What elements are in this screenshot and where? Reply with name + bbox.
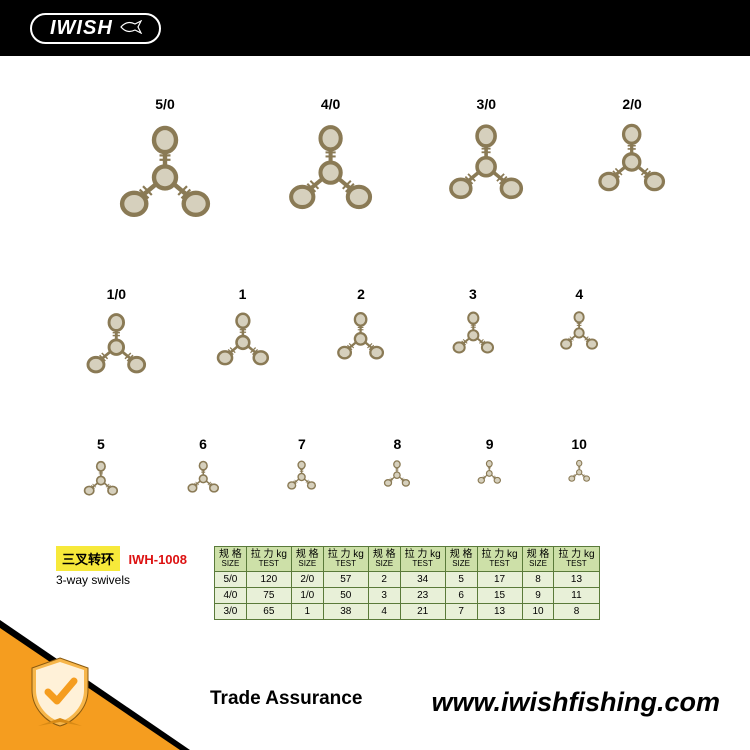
- swivel-size-label: 3/0: [441, 96, 531, 112]
- swivel-size-label: 4/0: [280, 96, 381, 112]
- cell-size: 3: [368, 587, 400, 603]
- spec-block: 三叉转环 IWH-1008 3-way swivels 规 格SIZE拉 力 k…: [56, 546, 600, 620]
- brand-name: IWISH: [50, 17, 113, 40]
- table-row: 4/0751/050323615911: [215, 587, 600, 603]
- swivel-size-label: 5/0: [110, 96, 220, 112]
- swivel-row: 5 6: [80, 436, 592, 500]
- swivel-size-label: 1/0: [80, 286, 153, 302]
- fish-icon: [119, 20, 143, 37]
- cell-test: 23: [400, 587, 445, 603]
- swivel-item: 2/0: [591, 96, 672, 199]
- cell-size: 1/0: [291, 587, 323, 603]
- spec-table: 规 格SIZE拉 力 kgTEST规 格SIZE拉 力 kgTEST规 格SIZ…: [214, 546, 600, 620]
- cell-test: 8: [554, 603, 599, 619]
- cell-size: 4/0: [215, 587, 247, 603]
- cell-test: 11: [554, 587, 599, 603]
- col-size: 规 格SIZE: [522, 547, 554, 572]
- product-name-en: 3-way swivels: [56, 573, 204, 587]
- col-size: 规 格SIZE: [368, 547, 400, 572]
- col-test: 拉 力 kgTEST: [554, 547, 599, 572]
- logo-bar: IWISH: [0, 0, 750, 56]
- cell-test: 120: [246, 571, 291, 587]
- swivel-size-label: 5: [80, 436, 122, 452]
- swivel-item: 9: [475, 436, 504, 487]
- swivel-item: 5: [80, 436, 122, 500]
- cell-size: 5/0: [215, 571, 247, 587]
- cell-test: 13: [477, 603, 522, 619]
- cell-test: 17: [477, 571, 522, 587]
- cell-test: 13: [554, 571, 599, 587]
- swivel-item: 4: [556, 286, 602, 354]
- cell-size: 5: [445, 571, 477, 587]
- product-code: IWH-1008: [128, 552, 187, 567]
- brand-logo: IWISH: [30, 13, 161, 44]
- cell-size: 1: [291, 603, 323, 619]
- product-catalog: 5/0 4/0: [0, 56, 750, 594]
- cell-test: 57: [323, 571, 368, 587]
- cell-size: 2/0: [291, 571, 323, 587]
- cell-test: 75: [246, 587, 291, 603]
- cell-size: 7: [445, 603, 477, 619]
- col-test: 拉 力 kgTEST: [477, 547, 522, 572]
- swivel-size-label: 8: [381, 436, 413, 452]
- product-name-cn: 三叉转环: [56, 546, 120, 571]
- swivel-size-label: 1: [211, 286, 275, 302]
- swivel-size-label: 10: [566, 436, 592, 452]
- swivel-item: 3: [448, 286, 499, 359]
- cell-size: 10: [522, 603, 554, 619]
- product-label: 三叉转环 IWH-1008 3-way swivels: [56, 546, 204, 620]
- swivel-size-label: 7: [284, 436, 319, 452]
- cell-size: 4: [368, 603, 400, 619]
- trade-assurance-badge-icon: [28, 656, 92, 728]
- col-test: 拉 力 kgTEST: [323, 547, 368, 572]
- cell-size: 2: [368, 571, 400, 587]
- col-test: 拉 力 kgTEST: [400, 547, 445, 572]
- cell-test: 34: [400, 571, 445, 587]
- col-size: 规 格SIZE: [291, 547, 323, 572]
- swivel-item: 3/0: [441, 96, 531, 208]
- swivel-item: 8: [381, 436, 413, 490]
- cell-test: 50: [323, 587, 368, 603]
- col-test: 拉 力 kgTEST: [246, 547, 291, 572]
- swivel-item: 5/0: [110, 96, 220, 228]
- swivel-item: 2: [332, 286, 389, 365]
- cell-size: 3/0: [215, 603, 247, 619]
- swivel-size-label: 9: [475, 436, 504, 452]
- trade-assurance-text: Trade Assurance: [210, 688, 362, 710]
- swivel-item: 1: [211, 286, 275, 372]
- cell-test: 65: [246, 603, 291, 619]
- cell-size: 9: [522, 587, 554, 603]
- cell-test: 21: [400, 603, 445, 619]
- cell-size: 8: [522, 571, 554, 587]
- table-row: 3/065138421713108: [215, 603, 600, 619]
- swivel-row: 5/0 4/0: [110, 96, 673, 228]
- swivel-size-label: 3: [448, 286, 499, 302]
- cell-size: 6: [445, 587, 477, 603]
- table-row: 5/01202/057234517813: [215, 571, 600, 587]
- swivel-item: 1/0: [80, 286, 153, 381]
- swivel-item: 7: [284, 436, 319, 493]
- swivel-size-label: 2/0: [591, 96, 672, 112]
- swivel-size-label: 4: [556, 286, 602, 302]
- swivel-item: 10: [566, 436, 592, 484]
- swivel-row: 1/0 1: [80, 286, 602, 381]
- swivel-item: 6: [184, 436, 223, 497]
- swivel-item: 4/0: [280, 96, 381, 219]
- swivel-size-label: 6: [184, 436, 223, 452]
- col-size: 规 格SIZE: [445, 547, 477, 572]
- cell-test: 15: [477, 587, 522, 603]
- footer: Trade Assurance www.iwishfishing.com: [0, 620, 750, 750]
- col-size: 规 格SIZE: [215, 547, 247, 572]
- swivel-size-label: 2: [332, 286, 389, 302]
- cell-test: 38: [323, 603, 368, 619]
- website-url: www.iwishfishing.com: [431, 687, 720, 718]
